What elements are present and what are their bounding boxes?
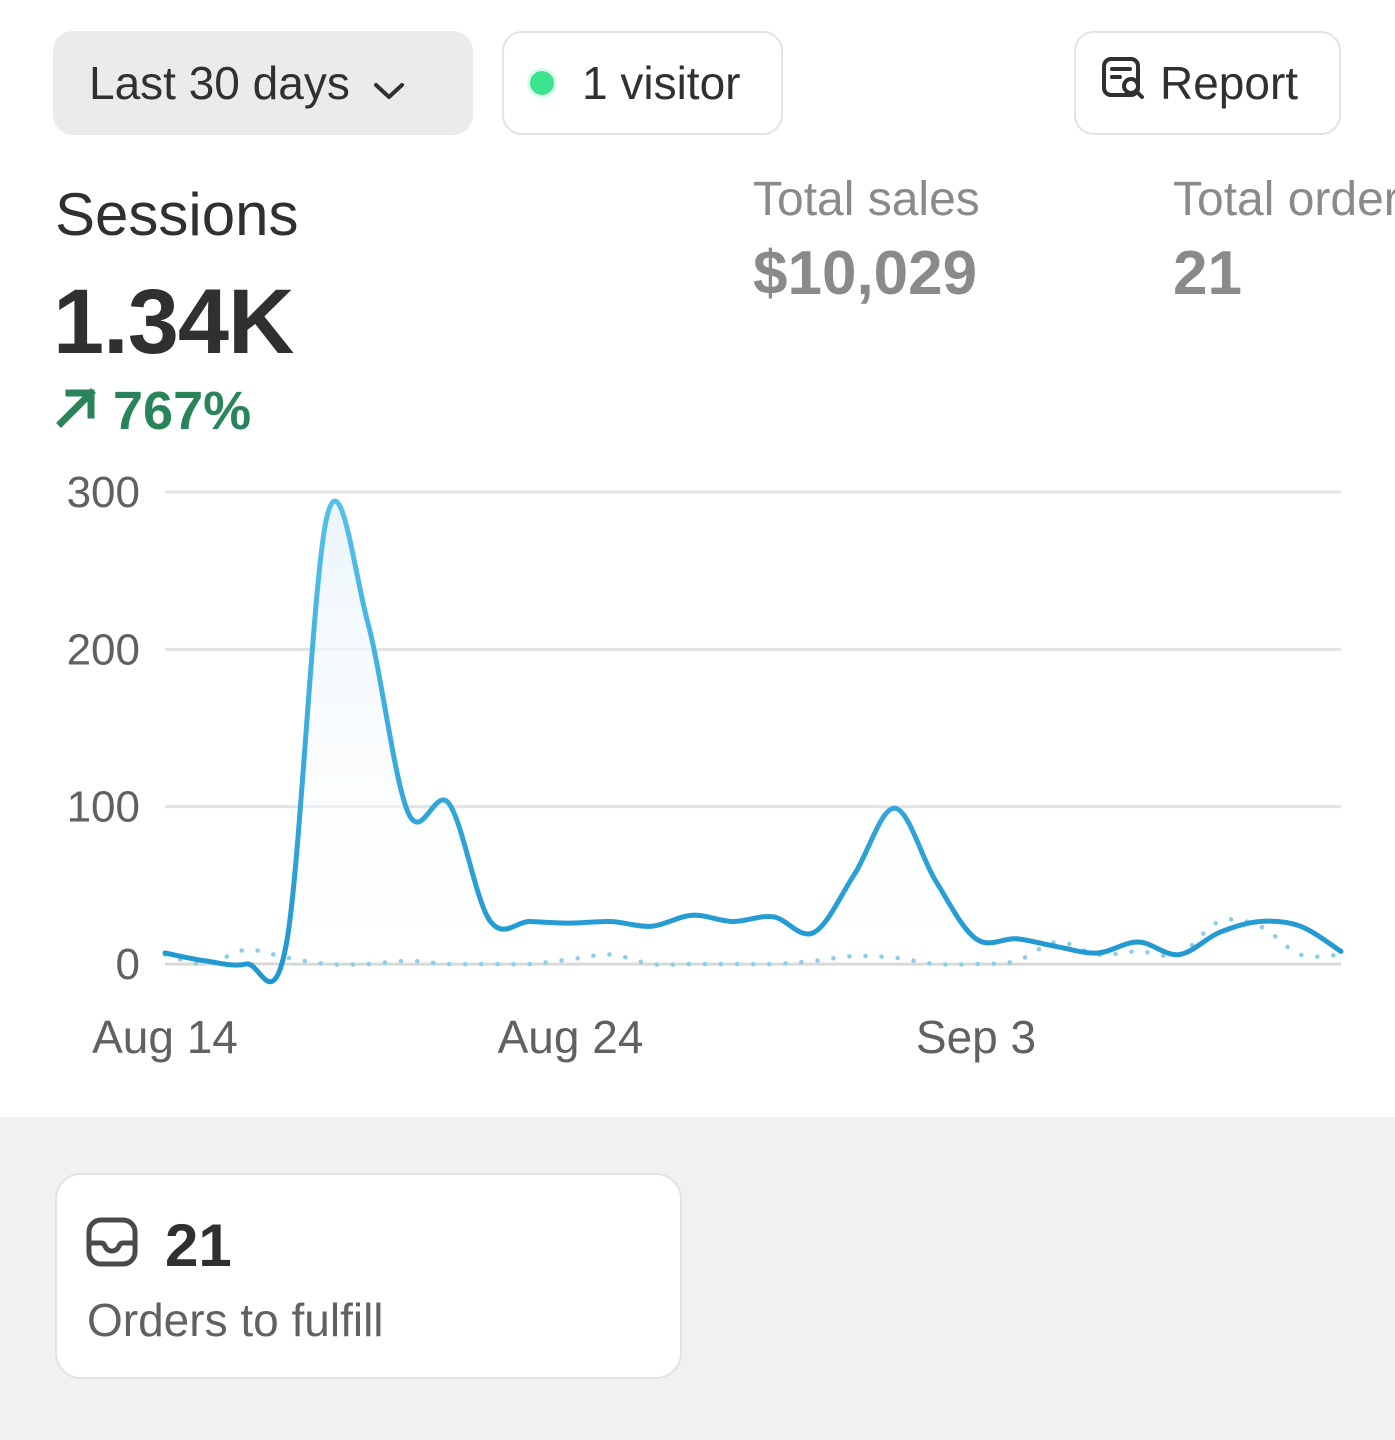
report-button[interactable]: Report	[1074, 31, 1341, 135]
y-tick-label: 0	[116, 940, 140, 989]
chevron-down-icon	[372, 59, 406, 113]
report-icon	[1100, 55, 1160, 112]
orders-to-fulfill-card[interactable]: 21 Orders to fulfill	[55, 1173, 682, 1379]
sessions-series-line	[162, 498, 1344, 985]
sessions-change: 767%	[55, 380, 251, 442]
arrow-up-right-icon	[55, 380, 113, 442]
total-orders-metric-title[interactable]: Total orders	[1173, 173, 1395, 226]
total-orders-value: 21	[1173, 239, 1242, 308]
x-tick-label: Aug 14	[92, 1011, 238, 1063]
sessions-value: 1.34K	[53, 271, 294, 373]
live-visitors-label: 1 visitor	[582, 57, 741, 109]
y-tick-label: 200	[67, 625, 140, 674]
report-label: Report	[1160, 57, 1299, 109]
live-dot-icon	[530, 71, 554, 95]
comparison-series-line	[162, 917, 1344, 967]
total-sales-value: $10,029	[753, 239, 978, 308]
orders-to-fulfill-label: Orders to fulfill	[87, 1294, 384, 1346]
sessions-area	[165, 500, 1341, 982]
live-visitors-button[interactable]: 1 visitor	[502, 31, 783, 135]
x-tick-label: Sep 3	[916, 1011, 1036, 1063]
date-range-button[interactable]: Last 30 days	[53, 31, 473, 135]
date-range-label: Last 30 days	[89, 57, 350, 109]
sessions-chart[interactable]: 300 200 100 0 Aug 14 Aug 24 Sep 3	[0, 0, 1395, 1110]
sessions-metric-title[interactable]: Sessions	[55, 181, 299, 248]
inbox-icon	[85, 1215, 139, 1274]
y-tick-label: 100	[67, 783, 140, 832]
orders-to-fulfill-count: 21	[165, 1212, 232, 1279]
y-tick-label: 300	[67, 468, 140, 517]
x-tick-label: Aug 24	[498, 1011, 644, 1063]
total-sales-metric-title[interactable]: Total sales	[753, 173, 980, 226]
sessions-change-value: 767%	[113, 381, 252, 441]
